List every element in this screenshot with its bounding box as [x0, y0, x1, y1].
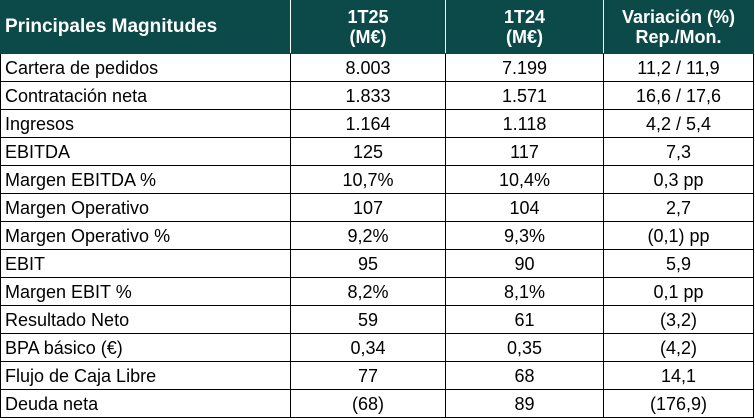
table-row: Resultado Neto 59 61 (3,2) [0, 305, 754, 334]
row-value-1t24: 7.199 [445, 53, 604, 82]
row-value-variacion: 4,2 / 5,4 [603, 109, 754, 138]
header-1t25-line1: 1T25 [347, 7, 389, 27]
table-row: Deuda neta (68) 89 (176,9) [0, 389, 754, 418]
row-value-1t24: 1.118 [445, 109, 604, 138]
row-label: Flujo de Caja Libre [0, 361, 291, 390]
row-label: EBIT [0, 249, 291, 278]
row-label: Margen Operativo [0, 193, 291, 222]
row-value-1t24: 104 [445, 193, 604, 222]
table-row: EBITDA 125 117 7,3 [0, 137, 754, 166]
table-row: Ingresos 1.164 1.118 4,2 / 5,4 [0, 109, 754, 138]
row-value-1t25: 0,34 [290, 333, 446, 362]
header-1t24-line2: (M€) [506, 27, 543, 47]
row-value-1t25: 107 [290, 193, 446, 222]
row-value-1t24: 8,1% [445, 277, 604, 306]
row-label: Contratación neta [0, 81, 291, 110]
row-value-variacion: (0,1) pp [603, 221, 754, 250]
row-value-1t25: 77 [290, 361, 446, 390]
table-row: Margen EBIT % 8,2% 8,1% 0,1 pp [0, 277, 754, 306]
row-value-1t25: 95 [290, 249, 446, 278]
header-variacion-line1: Variación (%) [621, 7, 736, 27]
row-value-variacion: 14,1 [603, 361, 754, 390]
row-value-1t25: 59 [290, 305, 446, 334]
row-value-1t24: 117 [445, 137, 604, 166]
table-body: Cartera de pedidos 8.003 7.199 11,2 / 11,9 C… [0, 53, 754, 418]
row-label: Ingresos [0, 109, 291, 138]
row-value-variacion: 0,3 pp [603, 165, 754, 194]
row-value-variacion: (4,2) [603, 333, 754, 362]
row-value-1t24: 9,3% [445, 221, 604, 250]
header-1t24: 1T24 (M€) [445, 0, 604, 54]
row-label: Margen EBITDA % [0, 165, 291, 194]
header-label: Principales Magnitudes [0, 0, 291, 54]
row-value-variacion: (3,2) [603, 305, 754, 334]
table-row: Flujo de Caja Libre 77 68 14,1 [0, 361, 754, 390]
row-value-variacion: 7,3 [603, 137, 754, 166]
row-label: Resultado Neto [0, 305, 291, 334]
row-value-variacion: (176,9) [603, 389, 754, 418]
table-row: Contratación neta 1.833 1.571 16,6 / 17,6 [0, 81, 754, 110]
row-value-1t24: 10,4% [445, 165, 604, 194]
row-value-1t24: 89 [445, 389, 604, 418]
table-row: Margen Operativo 107 104 2,7 [0, 193, 754, 222]
row-value-1t24: 90 [445, 249, 604, 278]
table-header-row: Principales Magnitudes 1T25 (M€) 1T24 (M… [0, 0, 754, 54]
header-1t24-line1: 1T24 [503, 7, 546, 27]
row-label: EBITDA [0, 137, 291, 166]
header-1t25-line2: (M€) [349, 27, 387, 47]
table-row: Margen EBITDA % 10,7% 10,4% 0,3 pp [0, 165, 754, 194]
table-row: EBIT 95 90 5,9 [0, 249, 754, 278]
row-value-variacion: 16,6 / 17,6 [603, 81, 754, 110]
row-value-variacion: 0,1 pp [603, 277, 754, 306]
row-value-1t24: 61 [445, 305, 604, 334]
row-label: Margen Operativo % [0, 221, 291, 250]
row-value-1t25: 9,2% [290, 221, 446, 250]
row-value-1t25: 8.003 [290, 53, 446, 82]
row-label: BPA básico (€) [0, 333, 291, 362]
row-value-variacion: 11,2 / 11,9 [603, 53, 754, 82]
row-value-1t25: 10,7% [290, 165, 446, 194]
table-row: BPA básico (€) 0,34 0,35 (4,2) [0, 333, 754, 362]
table-row: Cartera de pedidos 8.003 7.199 11,2 / 11,9 [0, 53, 754, 82]
row-value-1t25: 1.164 [290, 109, 446, 138]
row-value-1t24: 1.571 [445, 81, 604, 110]
row-value-1t24: 68 [445, 361, 604, 390]
header-1t25: 1T25 (M€) [290, 0, 446, 54]
row-label: Margen EBIT % [0, 277, 291, 306]
row-value-1t25: 1.833 [290, 81, 446, 110]
row-value-1t25: (68) [290, 389, 446, 418]
row-label: Deuda neta [0, 389, 291, 418]
row-value-1t25: 8,2% [290, 277, 446, 306]
row-value-1t24: 0,35 [445, 333, 604, 362]
row-value-1t25: 125 [290, 137, 446, 166]
header-variacion-line2: Rep./Mon. [635, 27, 722, 47]
row-label: Cartera de pedidos [0, 53, 291, 82]
row-value-variacion: 2,7 [603, 193, 754, 222]
row-value-variacion: 5,9 [603, 249, 754, 278]
header-variacion: Variación (%) Rep./Mon. [603, 0, 754, 54]
table-row: Margen Operativo % 9,2% 9,3% (0,1) pp [0, 221, 754, 250]
